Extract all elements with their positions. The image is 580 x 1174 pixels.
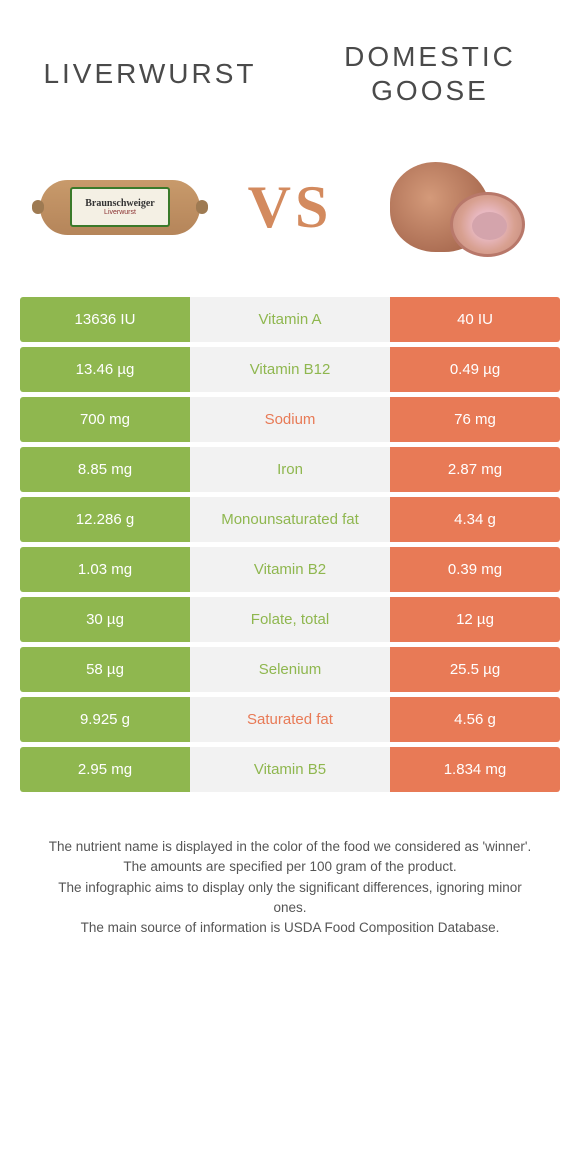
vs-label: VS bbox=[248, 173, 333, 242]
value-left: 9.925 g bbox=[20, 697, 190, 742]
value-left: 1.03 mg bbox=[20, 547, 190, 592]
value-left: 30 µg bbox=[20, 597, 190, 642]
footer-line: The main source of information is USDA F… bbox=[40, 918, 540, 938]
value-left: 2.95 mg bbox=[20, 747, 190, 792]
goose-icon bbox=[380, 152, 540, 262]
table-row: 1.03 mgVitamin B20.39 mg bbox=[20, 547, 560, 592]
table-row: 13636 IUVitamin A40 IU bbox=[20, 297, 560, 342]
nutrient-label: Vitamin B12 bbox=[190, 347, 390, 392]
nutrient-label: Folate, total bbox=[190, 597, 390, 642]
value-right: 1.834 mg bbox=[390, 747, 560, 792]
footer-line: The amounts are specified per 100 gram o… bbox=[40, 857, 540, 877]
header: Liverwurst Domestic goose bbox=[0, 0, 580, 127]
value-right: 0.49 µg bbox=[390, 347, 560, 392]
vs-row: Braunschweiger Liverwurst VS bbox=[0, 127, 580, 297]
value-left: 58 µg bbox=[20, 647, 190, 692]
value-left: 13636 IU bbox=[20, 297, 190, 342]
table-row: 58 µgSelenium25.5 µg bbox=[20, 647, 560, 692]
table-row: 13.46 µgVitamin B120.49 µg bbox=[20, 347, 560, 392]
footer-notes: The nutrient name is displayed in the co… bbox=[0, 797, 580, 958]
value-right: 0.39 mg bbox=[390, 547, 560, 592]
footer-line: The nutrient name is displayed in the co… bbox=[40, 837, 540, 857]
liverwurst-image: Braunschweiger Liverwurst bbox=[30, 147, 210, 267]
goose-image bbox=[370, 147, 550, 267]
nutrient-label: Monounsaturated fat bbox=[190, 497, 390, 542]
footer-line: The infographic aims to display only the… bbox=[40, 878, 540, 919]
table-row: 9.925 gSaturated fat4.56 g bbox=[20, 697, 560, 742]
value-right: 2.87 mg bbox=[390, 447, 560, 492]
comparison-table: 13636 IUVitamin A40 IU 13.46 µgVitamin B1… bbox=[0, 297, 580, 792]
sausage-brand: Braunschweiger bbox=[85, 198, 154, 209]
nutrient-label: Vitamin B5 bbox=[190, 747, 390, 792]
sausage-label: Braunschweiger Liverwurst bbox=[70, 187, 170, 227]
value-left: 13.46 µg bbox=[20, 347, 190, 392]
nutrient-label: Selenium bbox=[190, 647, 390, 692]
table-row: 700 mgSodium76 mg bbox=[20, 397, 560, 442]
nutrient-label: Iron bbox=[190, 447, 390, 492]
title-right: Domestic goose bbox=[320, 40, 540, 107]
value-left: 12.286 g bbox=[20, 497, 190, 542]
value-right: 40 IU bbox=[390, 297, 560, 342]
value-right: 25.5 µg bbox=[390, 647, 560, 692]
nutrient-label: Saturated fat bbox=[190, 697, 390, 742]
value-left: 700 mg bbox=[20, 397, 190, 442]
title-left: Liverwurst bbox=[40, 58, 260, 90]
table-row: 30 µgFolate, total12 µg bbox=[20, 597, 560, 642]
value-right: 12 µg bbox=[390, 597, 560, 642]
nutrient-label: Vitamin B2 bbox=[190, 547, 390, 592]
value-right: 4.34 g bbox=[390, 497, 560, 542]
nutrient-label: Sodium bbox=[190, 397, 390, 442]
value-left: 8.85 mg bbox=[20, 447, 190, 492]
sausage-sub: Liverwurst bbox=[104, 209, 136, 216]
value-right: 4.56 g bbox=[390, 697, 560, 742]
nutrient-label: Vitamin A bbox=[190, 297, 390, 342]
sausage-icon: Braunschweiger Liverwurst bbox=[40, 180, 200, 235]
value-right: 76 mg bbox=[390, 397, 560, 442]
table-row: 8.85 mgIron2.87 mg bbox=[20, 447, 560, 492]
table-row: 2.95 mgVitamin B51.834 mg bbox=[20, 747, 560, 792]
table-row: 12.286 gMonounsaturated fat4.34 g bbox=[20, 497, 560, 542]
